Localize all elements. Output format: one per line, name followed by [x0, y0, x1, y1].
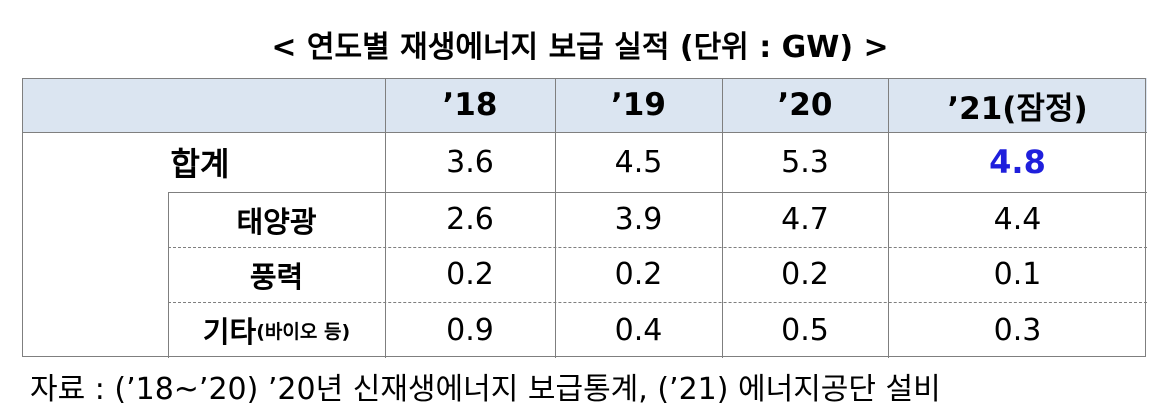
row-label: 합계 — [170, 145, 230, 183]
row-line — [168, 192, 1147, 193]
header-cell: ’21(잠정) — [947, 90, 1088, 127]
row-label: 풍력 — [249, 259, 304, 294]
value-cell: 0.5 — [781, 312, 829, 348]
header-cell: ’20 — [777, 87, 833, 123]
col-line — [555, 78, 556, 358]
value-cell: 0.2 — [446, 257, 494, 292]
value-cell: 0.4 — [614, 312, 663, 348]
row-line — [22, 132, 1147, 133]
value-cell: 0.3 — [993, 312, 1042, 348]
value-cell: 3.9 — [614, 202, 663, 237]
value-cell: 4.8 — [989, 143, 1046, 181]
col-line — [168, 192, 169, 358]
source: 자료 : (’18~’20) ’20년 신재생에너지 보급통계, (’21) 에… — [30, 372, 941, 407]
row-line — [168, 302, 1147, 303]
row-label: 기타 — [202, 315, 257, 349]
value-cell: 0.9 — [446, 312, 494, 348]
row-label: 태양광 — [236, 204, 317, 239]
row-line — [168, 247, 1147, 248]
col-line — [722, 78, 723, 358]
row-label-note: (바이오 등) — [256, 320, 351, 343]
value-cell: 0.1 — [993, 257, 1042, 292]
value-cell: 4.5 — [614, 144, 663, 180]
value-cell: 5.3 — [781, 144, 829, 180]
header-cell: ’18 — [442, 87, 498, 123]
value-cell: 4.4 — [993, 202, 1042, 237]
value-cell: 0.2 — [614, 257, 663, 292]
value-cell: 0.2 — [781, 257, 829, 292]
row-label-cell: 태양광 — [168, 192, 385, 247]
row-label-cell: 기타 (바이오 등) — [168, 302, 385, 358]
row-label-cell: 풍력 — [168, 247, 385, 302]
value-cell: 4.7 — [781, 202, 829, 237]
value-cell: 2.6 — [446, 202, 494, 237]
table-border — [22, 78, 1146, 357]
col-line — [888, 78, 889, 358]
col-line — [385, 78, 386, 358]
value-cell: 3.6 — [446, 144, 494, 180]
header-cell: ’19 — [611, 87, 666, 123]
header-bg — [22, 78, 1147, 132]
title: < 연도별 재생에너지 보급 실적 (단위 : GW) > — [271, 30, 889, 65]
